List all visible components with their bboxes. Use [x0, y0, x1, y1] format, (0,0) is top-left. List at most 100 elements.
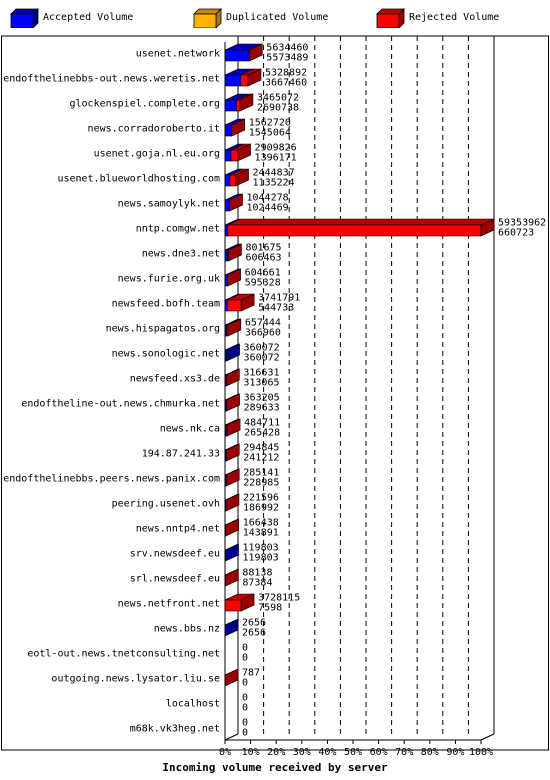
total-value-label: 5328892 [265, 68, 307, 79]
accepted-value-label: 186992 [243, 503, 279, 514]
server-label: srl.newsdeef.eu [130, 574, 220, 585]
server-label: newsfeed.xs3.de [130, 374, 220, 385]
accepted-value-label: 265428 [244, 428, 280, 439]
x-tick-label: 70% [395, 747, 413, 758]
total-value-label: 221596 [243, 493, 279, 504]
total-value-label: 787 [242, 668, 260, 679]
server-label: news.nntp4.net [136, 524, 220, 535]
accepted-value-label: 143891 [243, 528, 279, 539]
rejected-bar [236, 99, 241, 112]
accepted-bar [224, 74, 242, 87]
accepted-value-label: 289633 [244, 403, 280, 414]
server-label: nntp.comgw.net [136, 224, 220, 235]
total-value-label: 88138 [242, 568, 272, 579]
x-tick-label: 50% [344, 747, 362, 758]
accepted-value-label: 3667460 [265, 78, 307, 89]
rejected-bar [227, 224, 482, 237]
x-tick-label: 90% [446, 747, 464, 758]
bar-side-face [225, 443, 240, 462]
bar-side-face [249, 43, 263, 62]
bar-side-face [239, 93, 254, 112]
accepted-bar [224, 199, 230, 212]
server-label: news.nk.ca [160, 424, 220, 435]
total-value-label: 2909826 [255, 143, 297, 154]
accepted-value-label: 595328 [245, 278, 281, 289]
accepted-value-label: 544733 [258, 303, 294, 314]
total-value-label: 801675 [245, 243, 281, 254]
bar-side-face [229, 193, 243, 212]
accepted-value-label: 0 [242, 703, 248, 714]
server-label: endoftheline-out.news.chmurka.net [21, 399, 220, 410]
server-label: m68k.vk3heg.net [130, 724, 220, 735]
accepted-bar [224, 224, 229, 237]
server-label: news.hispagatos.org [106, 324, 220, 335]
bar-side-face [228, 243, 242, 262]
rejected-bar [229, 174, 236, 187]
server-label: endofthelinebbs.peers.news.panix.com [3, 474, 220, 485]
legend-rejected-label: Rejected Volume [409, 12, 500, 23]
accepted-value-label: 366960 [245, 328, 281, 339]
server-label: news.corradoroberto.it [88, 124, 220, 135]
server-label: news.netfront.net [118, 599, 220, 610]
total-value-label: 360072 [244, 343, 280, 354]
server-label: usenet.goja.nl.eu.org [94, 149, 220, 160]
accepted-value-label: 606463 [245, 253, 281, 264]
bar-side-face [227, 268, 241, 287]
total-value-label: 2444837 [253, 168, 295, 179]
accepted-value-label: 87384 [242, 578, 272, 589]
server-label: 194.87.241.33 [142, 449, 220, 460]
accepted-bar [224, 124, 232, 137]
server-label: srv.newsdeef.eu [130, 549, 220, 560]
accepted-value-label: 119803 [243, 553, 279, 564]
x-axis-title: Incoming volume received by server [162, 761, 388, 774]
rejected-bar [230, 149, 238, 162]
bar-side-face [231, 118, 246, 137]
accepted-value-label: 241212 [243, 453, 279, 464]
server-label: news.bbs.nz [154, 624, 220, 635]
total-value-label: 1044278 [247, 193, 289, 204]
rejected-swatch-icon [376, 8, 405, 28]
total-value-label: 294845 [243, 443, 279, 454]
legend-duplicated-label: Duplicated Volume [226, 12, 329, 23]
accepted-value-label: 228985 [243, 478, 279, 489]
floor-left-edge [224, 733, 239, 741]
bar-side-face [237, 143, 251, 162]
x-tick-label: 80% [421, 747, 439, 758]
server-label: news.dne3.net [142, 249, 220, 260]
x-tick-label: 100% [469, 747, 493, 758]
accepted-bar [224, 49, 250, 62]
server-label: glockenspiel.complete.org [69, 99, 220, 110]
bar-side-face [235, 168, 249, 187]
bar-side-face [225, 543, 239, 562]
x-tick-label: 60% [370, 747, 388, 758]
server-label: news.samoylyk.net [118, 199, 220, 210]
chart-legend: Accepted Volume Duplicated Volume Reject… [0, 0, 550, 36]
accepted-value-label: 5573489 [266, 53, 308, 64]
total-value-label: 166438 [243, 518, 279, 529]
bar-side-face [247, 68, 262, 87]
duplicated-swatch-icon [193, 8, 222, 28]
accepted-value-label: 1396171 [255, 153, 297, 164]
total-value-label: 0 [242, 718, 248, 729]
total-value-label: 1562720 [249, 118, 291, 129]
accepted-bar [224, 274, 228, 287]
server-label: usenet.blueworldhosting.com [57, 174, 220, 185]
accepted-bar [224, 299, 228, 312]
accepted-value-label: 7598 [258, 603, 282, 614]
total-value-label: 0 [242, 643, 248, 654]
accepted-value-label: 0 [242, 678, 248, 689]
server-label: news.furie.org.uk [118, 274, 220, 285]
accepted-value-label: 660723 [498, 228, 534, 239]
x-tick-label: 10% [242, 747, 260, 758]
accepted-value-label: 313065 [243, 378, 279, 389]
total-value-label: 3741791 [258, 293, 300, 304]
total-value-label: 657444 [245, 318, 281, 329]
server-label: usenet.network [136, 49, 220, 60]
bar-side-face [226, 368, 240, 387]
bar-side-face [240, 593, 255, 612]
accepted-value-label: 2656 [242, 628, 266, 639]
accepted-bar [224, 249, 228, 262]
total-value-label: 285141 [243, 468, 279, 479]
accepted-swatch-icon [10, 8, 39, 28]
server-label: newsfeed.bofh.team [112, 299, 220, 310]
